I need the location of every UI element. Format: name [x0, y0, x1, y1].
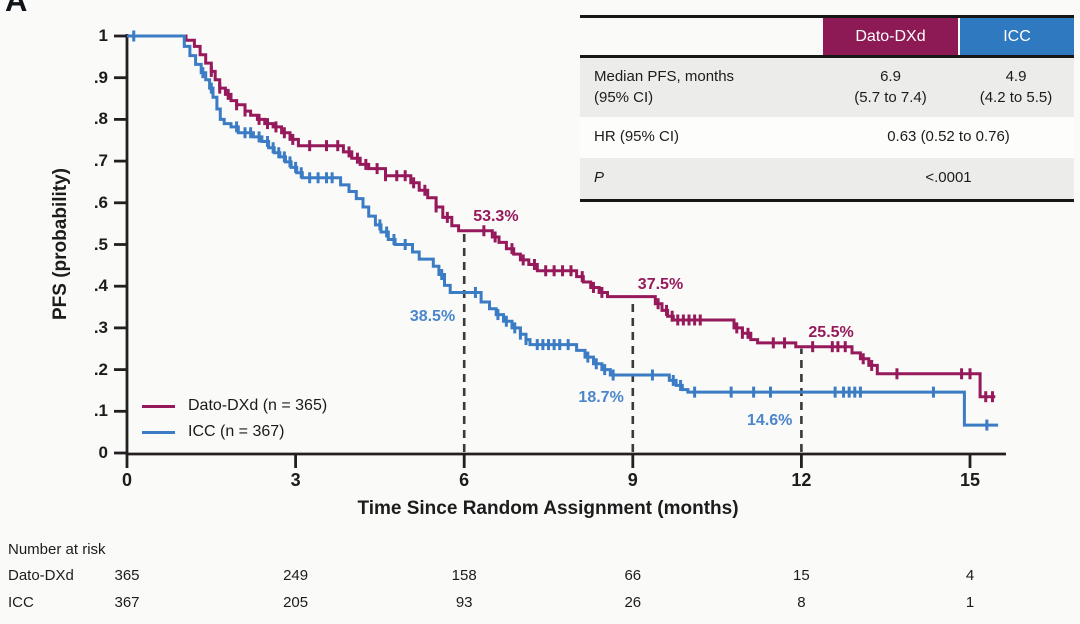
risk-value-dato-dxd-m3: 249: [283, 567, 309, 584]
km-curve-icc: [127, 34, 999, 427]
y-tick-label: .7: [93, 151, 108, 171]
x-tick-label: 9: [627, 470, 638, 490]
y-tick-label: .1: [93, 401, 108, 421]
plot-legend: Dato-DXd (n = 365) ICC (n = 367): [142, 393, 327, 445]
x-tick-label: 15: [959, 470, 981, 490]
stats-row-median-pfs: Median PFS, months (95% CI) 6.9 (5.7 to …: [580, 58, 1074, 118]
stats-header-blank-cell: [580, 18, 823, 55]
annotation-375: 37.5%: [637, 275, 684, 293]
risk-value-dato-dxd-m6: 158: [451, 567, 477, 584]
legend-line-swatch-dato: [142, 404, 175, 408]
y-tick-label: .4: [93, 276, 108, 296]
median-pfs-dato-value: 6.9 (5.7 to 7.4): [854, 68, 927, 106]
stats-header-dato: Dato-DXd: [823, 18, 958, 55]
annotation-385: 38.5%: [409, 308, 456, 326]
annotation-533: 53.3%: [473, 207, 519, 225]
panel-letter: A: [5, 0, 28, 18]
risk-value-dato-dxd-m9: 66: [624, 567, 642, 584]
x-axis-title: Time Since Random Assignment (months): [357, 498, 739, 519]
axes: [114, 34, 1006, 468]
risk-value-icc-m0: 367: [114, 594, 140, 611]
y-tick-label: .8: [93, 109, 108, 129]
stats-table-header-row: Dato-DXd ICC: [580, 18, 1074, 58]
risk-value-icc-m12: 8: [797, 594, 806, 611]
risk-value-dato-dxd-m12: 15: [793, 567, 810, 584]
risk-value-icc-m15: 1: [965, 594, 975, 611]
legend-line-swatch-icc: [142, 430, 175, 434]
x-tick-label: 6: [459, 470, 470, 490]
y-tick-label: .2: [93, 359, 108, 379]
y-tick-label: .9: [93, 67, 108, 87]
risk-value-icc-m6: 93: [455, 594, 473, 611]
x-tick-label: 12: [791, 470, 812, 490]
y-tick-label: 0: [98, 443, 108, 462]
stats-row-p-value: P <.0001: [580, 158, 1074, 199]
stats-table: Dato-DXd ICC Median PFS, months (95% CI)…: [580, 15, 1074, 202]
annotation-187: 18.7%: [578, 389, 624, 407]
annotation-255: 25.5%: [808, 323, 854, 341]
y-tick-label: 1: [98, 26, 108, 45]
hr-label: HR (95% CI): [594, 128, 680, 146]
risk-value-icc-m9: 26: [624, 594, 642, 611]
median-pfs-label: Median PFS, months (95% CI): [594, 68, 735, 106]
risk-value-dato-dxd-m0: 365: [114, 567, 140, 584]
x-tick-label: 0: [121, 470, 132, 490]
number-at-risk-title: Number at risk: [8, 541, 106, 558]
stats-row-hazard-ratio: HR (95% CI) 0.63 (0.52 to 0.76): [580, 117, 1074, 159]
annotation-146: 14.6%: [747, 412, 793, 430]
legend-item-icc: ICC (n = 367): [142, 419, 327, 445]
stats-header-icc: ICC: [958, 18, 1074, 55]
risk-value-dato-dxd-m15: 4: [965, 567, 975, 584]
y-axis-title: PFS (probability): [50, 168, 71, 320]
risk-row-label-dato: Dato-DXd: [8, 567, 74, 584]
y-tick-label: .5: [93, 234, 108, 254]
legend-label-dato: Dato-DXd (n = 365): [188, 397, 328, 414]
y-tick-label: .3: [93, 317, 108, 337]
legend-item-dato: Dato-DXd (n = 365): [142, 393, 327, 419]
p-value: <.0001: [925, 169, 972, 187]
legend-label-icc: ICC (n = 367): [188, 423, 285, 440]
hr-value: 0.63 (0.52 to 0.76): [887, 128, 1010, 146]
risk-row-label-icc: ICC: [8, 594, 34, 611]
y-tick-label: .6: [93, 192, 108, 212]
p-label: P: [594, 169, 605, 187]
x-tick-label: 3: [290, 470, 301, 490]
risk-value-icc-m3: 205: [283, 594, 309, 611]
survival-curves: [127, 30, 999, 431]
median-pfs-icc-value: 4.9 (4.2 to 5.5): [979, 68, 1053, 106]
